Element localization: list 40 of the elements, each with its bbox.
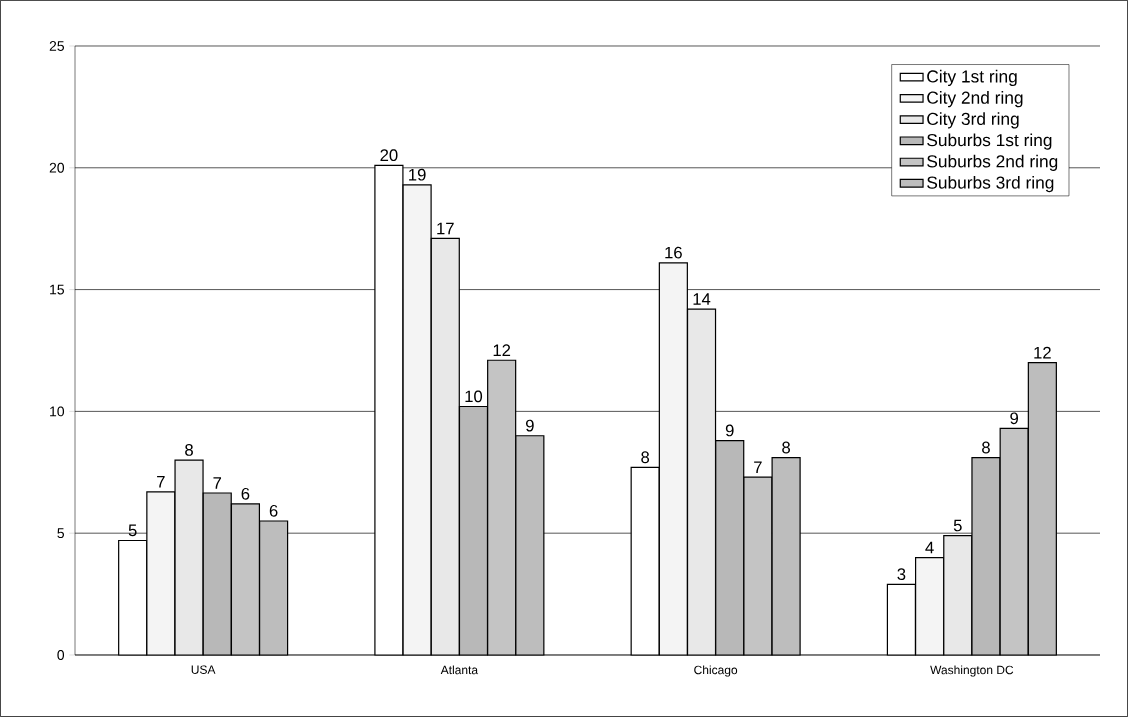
legend-label: City 2nd ring	[927, 91, 1023, 108]
data-label: 9	[1010, 412, 1019, 425]
data-label: 5	[953, 519, 962, 532]
data-label: 6	[269, 504, 278, 517]
data-label: 19	[409, 168, 426, 181]
data-label: 9	[525, 419, 534, 432]
y-tick-label: 0	[57, 650, 65, 660]
y-tick-label: 20	[49, 162, 65, 173]
data-label: 12	[1034, 346, 1051, 359]
legend-label: City 3rd ring	[927, 112, 1019, 129]
x-tick-label: Chicago	[694, 665, 738, 677]
data-label: 10	[465, 390, 483, 403]
data-label: 8	[982, 441, 990, 454]
data-label: 6	[241, 487, 250, 500]
data-label: 5	[128, 524, 137, 537]
data-label: 8	[782, 441, 791, 454]
data-label: 8	[185, 444, 193, 456]
data-label: 7	[213, 477, 222, 489]
data-label: 16	[665, 246, 682, 259]
y-tick-label: 10	[50, 406, 65, 417]
data-label: 3	[897, 568, 906, 581]
data-label: 9	[725, 424, 734, 437]
legend-label: Suburbs 2nd ring	[927, 154, 1058, 171]
data-label: 7	[157, 476, 165, 488]
y-tick-label: 25	[49, 41, 65, 51]
y-tick-label: 15	[50, 284, 65, 295]
legend-label: Suburbs 1st ring	[927, 133, 1052, 150]
x-tick-label: Washington DC	[930, 665, 1014, 677]
data-label: 8	[641, 451, 650, 464]
data-label: 20	[380, 149, 398, 162]
data-label: 17	[437, 222, 454, 235]
legend-label: Suburbs 3rd ring	[927, 175, 1054, 193]
data-label: 7	[754, 461, 762, 473]
data-label: 4	[925, 541, 934, 554]
y-tick-label: 5	[57, 528, 65, 539]
data-label: 14	[693, 293, 711, 305]
legend-label: City 1st ring	[927, 69, 1017, 87]
x-tick-label: Atlanta	[440, 665, 479, 675]
x-tick-label: USA	[191, 665, 216, 674]
data-label: 12	[493, 344, 511, 356]
